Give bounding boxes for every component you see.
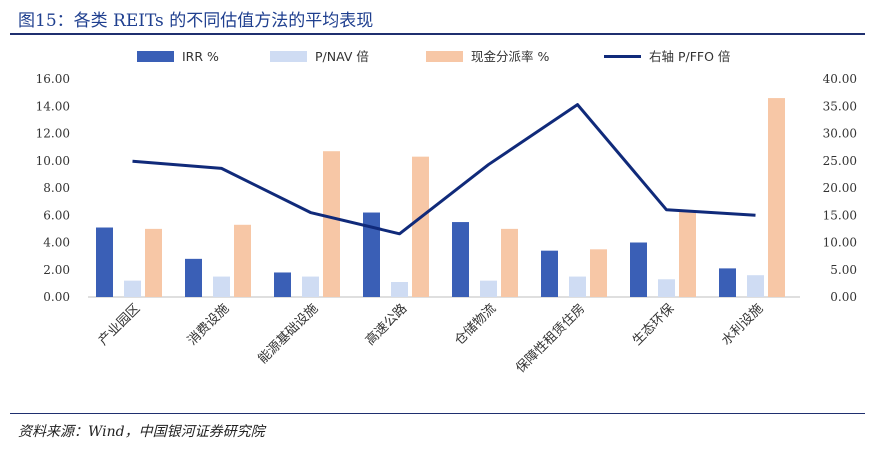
pffo-line-layer	[132, 103, 756, 236]
bar-distribution-rate	[768, 98, 785, 297]
left-axis-tick-label: 12.00	[36, 127, 70, 141]
category-label: 能源基础设施	[256, 301, 322, 367]
bar-irr	[96, 227, 113, 297]
left-axis-tick-label: 6.00	[43, 208, 70, 222]
pffo-line	[132, 103, 756, 236]
category-label: 产业园区	[96, 301, 143, 348]
category-labels: 产业园区 消费设施 能源基础设施 高速公路 仓储物流 保障性租赁住房 生态环保 水利设施	[96, 301, 766, 377]
bar-distribution-rate	[323, 151, 340, 297]
right-axis-tick-label: 30.00	[823, 127, 857, 141]
bar-pnav	[480, 280, 497, 297]
right-axis-tick-label: 25.00	[823, 154, 857, 168]
bar-pnav	[391, 282, 408, 297]
bar-irr	[630, 242, 647, 297]
legend-swatch	[270, 51, 307, 62]
category-label: 水利设施	[719, 301, 766, 348]
title-rule	[10, 33, 865, 35]
category-label: 高速公路	[362, 301, 410, 349]
right-axis-tick-label: 35.00	[823, 99, 857, 113]
category-label: 消费设施	[185, 301, 232, 348]
right-axis-tick-label: 20.00	[823, 181, 857, 195]
bar-pnav	[302, 276, 319, 297]
source-note: 资料来源：Wind，中国银河证券研究院	[18, 424, 265, 440]
left-axis-tick-label: 10.00	[36, 154, 70, 168]
bar-pnav	[124, 280, 141, 297]
bar-distribution-rate	[234, 224, 251, 297]
bar-pnav	[658, 279, 675, 297]
right-axis-tick-label: 0.00	[830, 290, 857, 304]
legend-label: IRR %	[182, 49, 219, 64]
left-axis-tick-label: 4.00	[43, 236, 70, 250]
footer-rule	[10, 413, 865, 414]
left-axis-tick-label: 14.00	[36, 99, 70, 113]
legend-swatch	[137, 51, 174, 62]
category-label: 保障性租赁住房	[513, 301, 589, 377]
right-axis-tick-label: 10.00	[823, 236, 857, 250]
bar-irr	[541, 250, 558, 297]
bars	[96, 98, 785, 297]
legend: IRR % P/NAV 倍 现金分派率 % 右轴 P/FFO 倍	[137, 49, 730, 64]
bar-irr	[719, 268, 736, 297]
legend-label: 现金分派率 %	[471, 49, 549, 64]
axes: 0.00 2.00 4.00 6.00 8.00 10.00 12.00 14.00 16.00…	[36, 72, 857, 304]
bar-distribution-rate	[590, 249, 607, 297]
left-axis-tick-label: 8.00	[43, 181, 70, 195]
left-axis-tick-label: 2.00	[43, 263, 70, 277]
legend-label: P/NAV 倍	[315, 49, 369, 64]
legend-swatch	[426, 51, 463, 62]
bar-distribution-rate	[412, 156, 429, 297]
left-axis-tick-label: 16.00	[36, 72, 70, 86]
right-axis-tick-label: 15.00	[823, 208, 857, 222]
right-axis-tick-label: 5.00	[830, 263, 857, 277]
bar-irr	[363, 212, 380, 297]
bar-distribution-rate	[501, 228, 518, 297]
legend-label: 右轴 P/FFO 倍	[649, 49, 730, 64]
bar-pnav	[569, 276, 586, 297]
right-axis-tick-label: 40.00	[823, 72, 857, 86]
bar-irr	[185, 258, 202, 297]
category-label: 仓储物流	[452, 301, 499, 348]
bar-irr	[274, 272, 291, 297]
bar-distribution-rate	[679, 211, 696, 297]
bar-pnav	[747, 275, 764, 297]
figure-title: 图15：各类 REITs 的不同估值方法的平均表现	[18, 11, 374, 31]
category-label: 生态环保	[630, 301, 677, 348]
left-axis-tick-label: 0.00	[43, 290, 70, 304]
chart: IRR % P/NAV 倍 现金分派率 % 右轴 P/FFO 倍 0.00 2.00 4.…	[36, 49, 857, 377]
bar-distribution-rate	[145, 228, 162, 297]
bar-pnav	[213, 276, 230, 297]
bar-irr	[452, 222, 469, 297]
